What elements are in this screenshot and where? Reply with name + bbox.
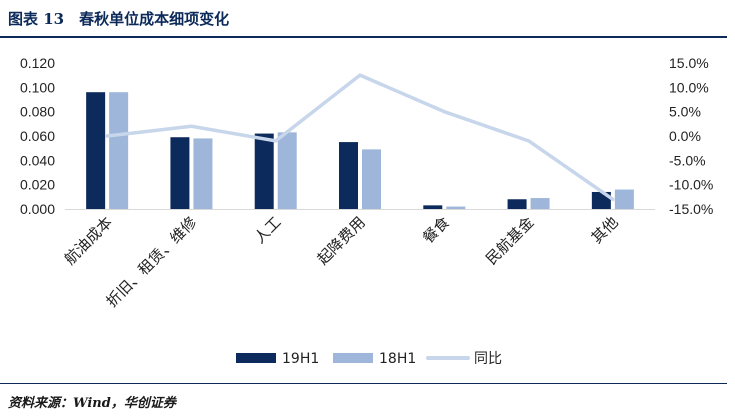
left-tick-label: 0.000 [20,201,55,217]
figure-title: 图表 13 春秋单位成本细项变化 [8,10,230,28]
right-tick-label: -5.0% [669,152,706,168]
right-axis-ticks: -15.0% -10.0% -5.0% 0.0% 5.0% 10.0% 15.0% [669,55,713,217]
category-label: 折旧、租赁、维修 [103,213,201,311]
bar-19h1 [423,205,443,209]
bar-18h1 [614,189,634,209]
bar-19h1 [86,92,106,209]
bar-19h1 [254,133,274,209]
right-tick-label: -15.0% [669,201,713,217]
category-label: 人工 [251,213,285,247]
source-rule [0,383,727,384]
bar-18h1 [446,206,466,209]
bar-19h1 [507,199,527,209]
category-label: 航油成本 [61,213,116,268]
category-label: 民航基金 [482,213,537,268]
right-tick-label: 0.0% [669,128,701,144]
category-label: 起降费用 [314,213,369,268]
left-tick-label: 0.100 [20,79,55,95]
bar-18h1 [362,149,381,209]
left-tick-label: 0.040 [20,152,55,168]
legend-label: 18H1 [379,351,416,367]
source-note: 资料来源：Wind，华创证券 [8,396,176,411]
bar-18h1 [277,132,297,209]
figure-header: 图表 13 春秋单位成本细项变化 [8,2,727,36]
legend-label: 同比 [474,351,502,367]
yoy-line-layer [105,73,615,202]
yoy-line [105,73,615,202]
left-axis-ticks: 0.000 0.020 0.040 0.060 0.080 0.100 0.120 [20,55,55,217]
category-label: 其他 [588,213,622,247]
left-tick-label: 0.020 [20,177,55,193]
left-tick-label: 0.080 [20,104,55,120]
right-tick-label: -10.0% [669,177,713,193]
left-tick-label: 0.060 [20,128,55,144]
bars [86,92,634,209]
title-rule [0,36,727,38]
right-tick-label: 10.0% [669,79,709,95]
bar-18h1 [530,198,550,209]
right-tick-label: 15.0% [669,55,709,71]
legend-swatch [236,353,276,363]
legend-label: 19H1 [282,351,319,367]
legend: 19H1 18H1 同比 [236,351,502,367]
bar-19h1 [339,142,358,209]
right-tick-label: 5.0% [669,104,701,120]
bar-18h1 [109,92,129,209]
left-tick-label: 0.120 [20,55,55,71]
bar-18h1 [193,138,213,209]
legend-swatch [333,353,373,363]
bar-19h1 [170,137,190,209]
category-label: 餐食 [419,213,453,247]
cost-breakdown-chart: 0.000 0.020 0.040 0.060 0.080 0.100 0.120 -15.… [20,55,713,367]
